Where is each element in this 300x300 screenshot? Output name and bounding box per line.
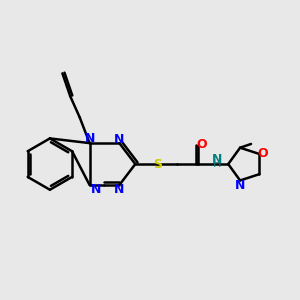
Text: O: O: [258, 148, 268, 160]
Text: N: N: [91, 183, 101, 196]
Text: N: N: [235, 178, 245, 192]
Text: O: O: [196, 138, 207, 151]
Text: N: N: [212, 153, 222, 166]
Text: N: N: [84, 132, 95, 145]
Text: N: N: [114, 183, 124, 196]
Text: H: H: [213, 159, 221, 169]
Text: S: S: [153, 158, 162, 171]
Text: N: N: [113, 133, 124, 146]
